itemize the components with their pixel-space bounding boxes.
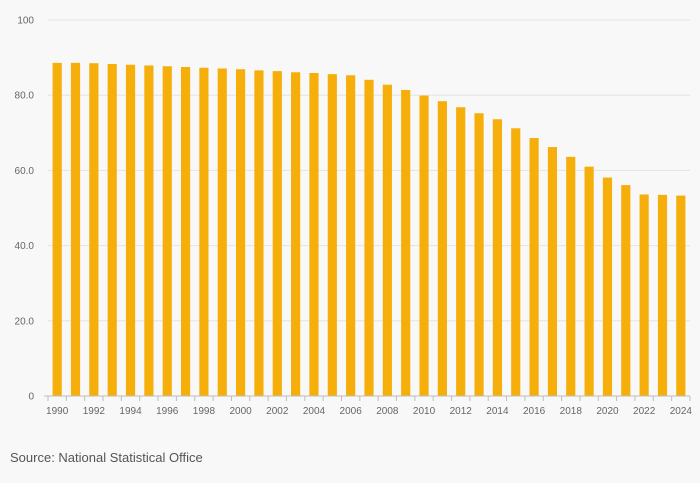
bar-2004: [309, 73, 319, 397]
source-note: Source: National Statistical Office: [10, 450, 203, 465]
bar-2024: [676, 195, 686, 396]
x-tick-label: 2016: [523, 406, 546, 417]
bar-2010: [419, 95, 429, 397]
bar-2003: [291, 72, 301, 396]
bar-2009: [401, 89, 411, 396]
bar-2000: [236, 69, 246, 397]
bar-1994: [125, 64, 136, 396]
x-tick-label: 2014: [486, 406, 509, 417]
x-tick-label: 2020: [596, 406, 619, 417]
y-tick-label: 60.0: [15, 166, 35, 177]
x-tick-label: 2006: [340, 406, 363, 417]
bar-2005: [327, 74, 337, 397]
y-tick-label: 100: [17, 16, 34, 27]
y-tick-label: 40.0: [15, 241, 35, 252]
bar-1991: [70, 62, 81, 396]
bar-2008: [382, 84, 392, 396]
x-tick-label: 1994: [119, 406, 142, 417]
bar-2014: [492, 119, 502, 396]
bars: [52, 62, 686, 397]
bar-2022: [639, 194, 649, 396]
bar-1995: [144, 65, 154, 396]
y-tick-label: 0: [28, 392, 34, 403]
bar-2002: [272, 71, 282, 397]
bar-2011: [437, 101, 447, 396]
bar-1999: [217, 68, 227, 396]
bar-2013: [474, 113, 484, 397]
x-tick-label: 1998: [193, 406, 216, 417]
bar-2007: [364, 79, 374, 396]
bar-1990: [52, 62, 62, 396]
bar-1992: [89, 63, 99, 397]
bar-2001: [254, 70, 264, 396]
x-tick-label: 2008: [376, 406, 399, 417]
x-tick-label: 2002: [266, 406, 289, 417]
bar-1993: [107, 63, 117, 396]
x-axis: [44, 395, 691, 401]
x-tick-label: 2018: [560, 406, 583, 417]
y-axis-labels: 0 20.0 40.0 60.0 80.0 100: [15, 16, 35, 403]
y-tick-label: 80.0: [15, 91, 35, 102]
bar-2015: [511, 128, 521, 396]
y-tick-label: 20.0: [15, 316, 35, 327]
x-tick-label: 1992: [83, 406, 106, 417]
x-tick-label: 1990: [46, 406, 69, 417]
x-tick-label: 2024: [670, 406, 693, 417]
bar-2016: [529, 138, 539, 396]
x-axis-labels: 1990 1992 1994 1996 1998 2000 2002 2004 2006 2008…: [46, 406, 692, 417]
bar-2021: [621, 185, 631, 396]
x-tick-label: 2012: [450, 406, 473, 417]
bar-2018: [566, 156, 576, 396]
bar-2019: [584, 166, 594, 396]
bar-1996: [162, 66, 172, 397]
bar-2023: [657, 194, 668, 396]
bar-2020: [602, 177, 613, 396]
bar-2012: [456, 107, 466, 397]
x-tick-label: 1996: [156, 406, 179, 417]
bar-2017: [547, 147, 558, 396]
bar-1998: [199, 67, 209, 396]
bar-2006: [346, 75, 356, 396]
bar-1997: [180, 67, 191, 396]
x-tick-label: 2022: [633, 406, 656, 417]
x-tick-label: 2000: [229, 406, 252, 417]
x-tick-label: 2004: [303, 406, 326, 417]
x-tick-label: 2010: [413, 406, 436, 417]
